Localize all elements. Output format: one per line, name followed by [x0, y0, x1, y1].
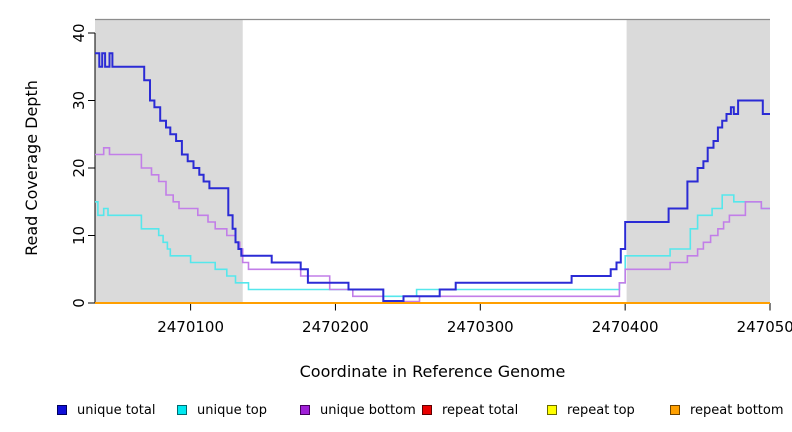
series-unique_top-line [95, 194, 770, 298]
series-unique_total-line [95, 52, 770, 302]
legend-swatch-repeat_bottom [670, 405, 680, 415]
x-tick-label: 2470400 [592, 318, 659, 336]
legend-item-unique_top: unique top [177, 401, 267, 419]
shaded-region [95, 19, 243, 303]
x-tick-label: 2470500 [737, 318, 792, 336]
legend-item-repeat_top: repeat top [547, 401, 635, 419]
x-tick-label: 2470300 [447, 318, 514, 336]
legend-item-repeat_total: repeat total [422, 401, 518, 419]
legend-item-unique_bottom: unique bottom [300, 401, 416, 419]
coverage-chart: 0 10 20 30 40 2470100 2470200 2470300 2470400 247… [70, 18, 792, 336]
legend-swatch-repeat_total [422, 405, 432, 415]
y-axis-title: Read Coverage Depth [22, 80, 41, 256]
legend-swatch-repeat_top [547, 405, 557, 415]
legend-swatch-unique_top [177, 405, 187, 415]
legend-item-repeat_bottom: repeat bottom [670, 401, 784, 419]
x-tick-label: 2470200 [302, 318, 369, 336]
legend-item-unique_total: unique total [57, 401, 155, 419]
chart-legend: unique total unique top unique bottom repea… [0, 401, 792, 421]
y-tick-label: 10 [70, 226, 88, 245]
legend-label: unique bottom [320, 402, 416, 418]
legend-swatch-unique_bottom [300, 405, 310, 415]
legend-label: repeat bottom [690, 402, 784, 418]
legend-swatch-unique_total [57, 405, 67, 415]
x-axis-title: Coordinate in Reference Genome [299, 362, 566, 381]
legend-label: repeat top [567, 402, 635, 418]
y-tick-label: 20 [70, 158, 88, 177]
legend-label: unique total [77, 402, 156, 418]
y-tick-label: 30 [70, 91, 88, 110]
legend-label: repeat total [442, 402, 519, 418]
series-unique_bottom-line [95, 147, 770, 303]
legend-label: unique top [197, 402, 268, 418]
y-tick-label: 0 [70, 298, 88, 308]
x-tick-label: 2470100 [157, 318, 224, 336]
y-tick-label: 40 [70, 23, 88, 42]
shaded-region [626, 19, 770, 303]
